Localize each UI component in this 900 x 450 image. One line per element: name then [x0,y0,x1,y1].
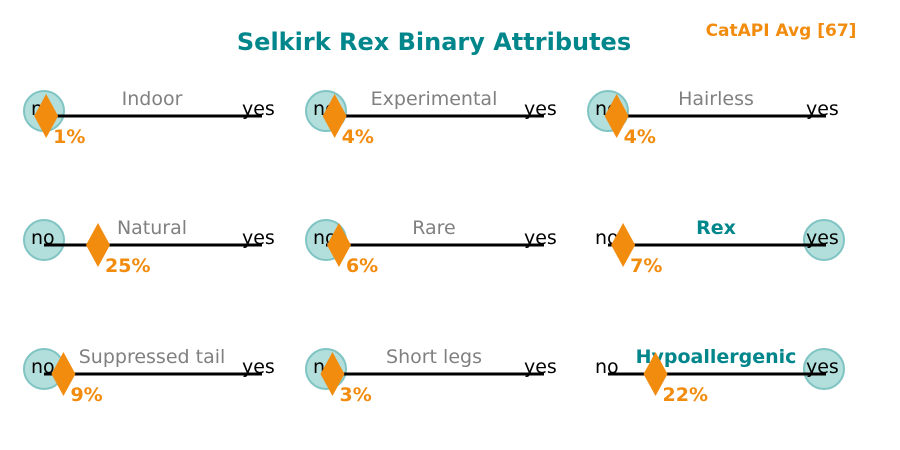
attribute-name: Natural [117,217,187,239]
avg-percent-label: 4% [624,126,656,148]
attribute-name: Experimental [371,88,498,110]
avg-marker [643,352,668,396]
yes-label: yes [524,227,557,249]
avg-percent-label: 7% [630,255,662,277]
avg-marker [326,223,351,267]
attribute-name: Rex [696,217,736,239]
yes-label: yes [242,98,275,120]
avg-percent-label: 25% [105,255,150,277]
attribute-name: Suppressed tail [79,346,226,368]
attribute-name: Hairless [678,88,754,110]
yes-label: yes [806,227,839,249]
yes-label: yes [242,356,275,378]
yes-label: yes [524,98,557,120]
yes-label: yes [242,227,275,249]
chart-title: Selkirk Rex Binary Attributes [237,28,631,56]
no-label: no [31,227,55,249]
attribute-panel-natural: no yes Natural 25% [23,217,275,277]
avg-marker [611,223,636,267]
no-label: no [595,356,619,378]
avg-percent-label: 22% [663,384,708,406]
attribute-panels: no yes Indoor 1% no yes Experimental 4% no yes Hai… [23,88,845,406]
avg-marker [86,223,110,267]
avg-marker [34,94,59,138]
attribute-name: Rare [412,217,456,239]
avg-percent-label: 1% [53,126,85,148]
attribute-panel-indoor: noyesIndoor1% [23,88,275,148]
avg-marker [604,94,629,138]
avg-percent-label: 9% [70,384,102,406]
avg-marker [322,94,347,138]
breed-value-marker [803,219,845,261]
attribute-panel-hypoallergenic: no yes Hypoallergenic 22% [595,346,845,406]
avg-percent-label: 3% [339,384,371,406]
avg-marker [320,352,345,396]
avg-percent-label: 6% [346,255,378,277]
attribute-panel-suppressed-tail: no yes Suppressed tail 9% [23,346,275,406]
attribute-name: Hypoallergenic [636,346,797,368]
no-label: no [31,356,55,378]
yes-label: yes [806,356,839,378]
yes-label: yes [806,98,839,120]
yes-label: yes [524,356,557,378]
legend-label: CatAPI Avg [67] [706,21,857,41]
avg-percent-label: 4% [342,126,374,148]
attribute-name: Short legs [386,346,482,368]
attribute-name: Indoor [122,88,183,110]
breed-value-marker [803,348,845,390]
avg-marker [51,352,76,396]
breed-value-marker [23,219,65,261]
